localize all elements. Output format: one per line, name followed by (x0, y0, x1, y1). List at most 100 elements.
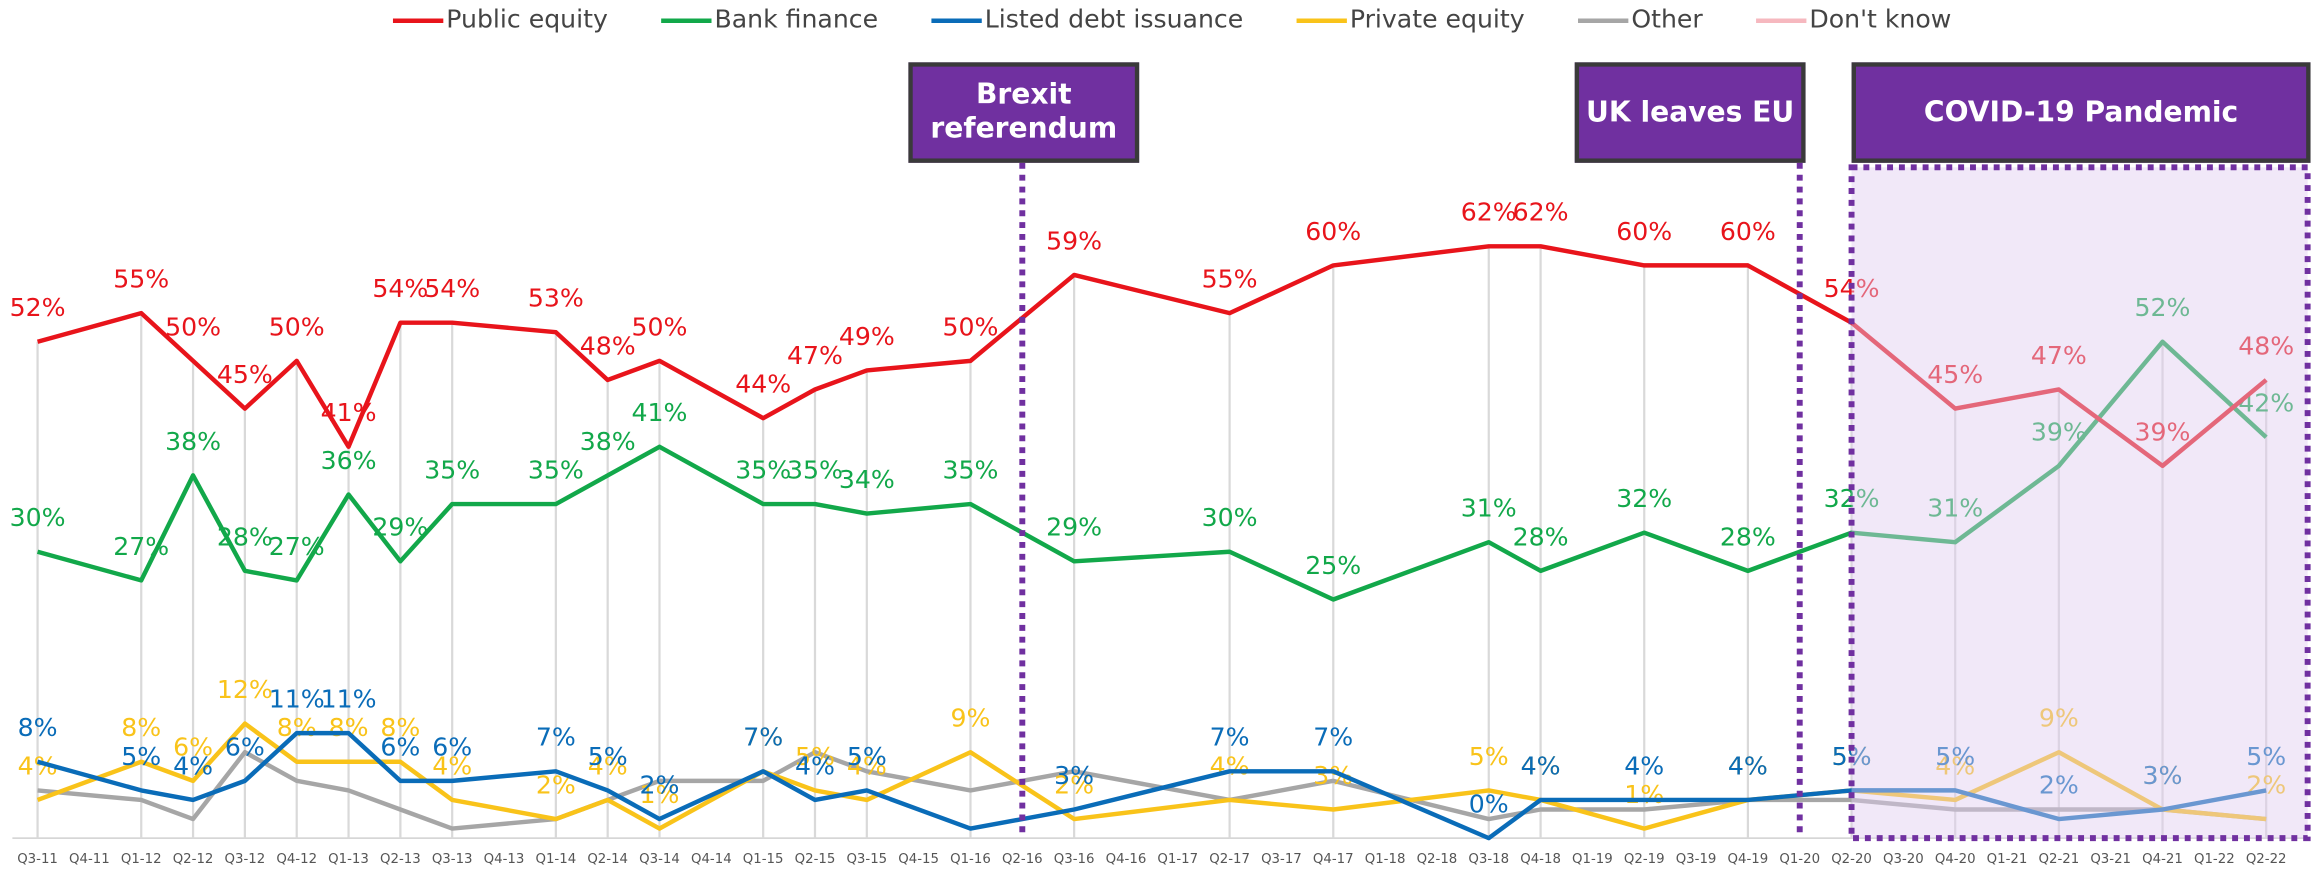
legend-label: Private equity (1350, 5, 1525, 34)
data-label: 35% (735, 455, 791, 484)
x-tick-label: Q1-13 (328, 852, 369, 867)
data-label: 54% (372, 274, 428, 303)
x-tick-label: Q3-12 (225, 852, 266, 867)
data-label: 9% (2039, 704, 2079, 733)
x-tick-label: Q2-13 (380, 852, 421, 867)
event-label-box: Brexit referendum (908, 62, 1140, 163)
data-label: 48% (2238, 331, 2294, 360)
data-label: 38% (165, 427, 221, 456)
data-label: 39% (2135, 417, 2191, 446)
data-label: 8% (121, 713, 161, 742)
x-tick-label: Q2-14 (587, 852, 628, 867)
data-label: 55% (113, 265, 169, 294)
event-label: UK leaves EU (1574, 62, 1806, 163)
x-tick-label: Q2-16 (1002, 852, 1043, 867)
legend-label: Other (1631, 5, 1703, 34)
legend-label: Bank finance (714, 5, 878, 34)
data-label: 62% (1513, 198, 1569, 227)
x-tick-label: Q4-20 (1935, 852, 1976, 867)
data-label: 5% (1935, 742, 1975, 771)
data-label: 6% (432, 732, 472, 761)
data-label: 11% (269, 685, 325, 714)
data-label: 27% (269, 532, 325, 561)
legend-label: Public equity (446, 5, 608, 34)
data-label: 35% (528, 455, 584, 484)
data-label: 28% (1720, 522, 1776, 551)
data-label: 8% (277, 713, 317, 742)
data-label: 27% (113, 532, 169, 561)
data-label: 3% (1054, 761, 1094, 790)
legend-label: Listed debt issuance (985, 5, 1244, 34)
data-label: 60% (1305, 217, 1361, 246)
x-tick-label: Q4-21 (2142, 852, 2183, 867)
x-tick-label: Q3-18 (1468, 852, 1509, 867)
data-label: 1% (640, 780, 680, 809)
event-region (1848, 164, 2311, 842)
x-tick-label: Q1-17 (1157, 852, 1198, 867)
data-label: 4% (1935, 751, 1975, 780)
x-tick-label: Q1-12 (121, 852, 162, 867)
x-tick-label: Q1-19 (1572, 852, 1613, 867)
x-tick-label: Q2-22 (2246, 852, 2287, 867)
x-tick-label: Q3-20 (1883, 852, 1924, 867)
data-label: 8% (380, 713, 420, 742)
data-label: 4% (173, 751, 213, 780)
data-label: 5% (1469, 742, 1509, 771)
x-tick-label: Q3-15 (846, 852, 887, 867)
x-tick-label: Q3-13 (432, 852, 473, 867)
data-label: 25% (1305, 551, 1361, 580)
data-label: 41% (632, 398, 688, 427)
x-tick-label: Q4-11 (69, 852, 110, 867)
data-label: 35% (943, 455, 999, 484)
x-tick-label: Q2-15 (795, 852, 836, 867)
data-label: 5% (121, 742, 161, 771)
data-label: 28% (1513, 522, 1569, 551)
data-label: 6% (225, 732, 265, 761)
series-line (36, 730, 2267, 841)
data-label: 4% (1728, 751, 1768, 780)
data-label: 53% (528, 284, 584, 313)
data-label: 4% (1728, 751, 1768, 780)
x-tick-label: Q1-16 (950, 852, 991, 867)
data-label: 32% (1616, 484, 1672, 513)
data-label: 6% (173, 732, 213, 761)
x-tick-label: Q1-20 (1779, 852, 1820, 867)
series-line (36, 339, 2268, 602)
data-label: 29% (372, 513, 428, 542)
event-label: Brexit referendum (908, 62, 1140, 163)
data-label: 47% (787, 341, 843, 370)
data-label: 12% (217, 675, 273, 704)
series-line (37, 750, 2267, 831)
data-label: 38% (580, 427, 636, 456)
data-label: 35% (787, 455, 843, 484)
data-label: 31% (1927, 494, 1983, 523)
data-label: 4% (795, 751, 835, 780)
data-label: 39% (2031, 417, 2087, 446)
x-tick-label: Q2-17 (1209, 852, 1250, 867)
x-tick-label: Q3-14 (639, 852, 680, 867)
data-label: 5% (2246, 742, 2286, 771)
x-tick-label: Q3-17 (1261, 852, 1302, 867)
data-label: 47% (2031, 341, 2087, 370)
data-label: 50% (165, 312, 221, 341)
x-tick-label: Q3-21 (2090, 852, 2131, 867)
data-label: 62% (1461, 198, 1517, 227)
data-label: 44% (735, 370, 791, 399)
data-label: 7% (743, 723, 783, 752)
x-tick-label: Q4-12 (276, 852, 317, 867)
data-label: 4% (432, 751, 472, 780)
event-label-box: COVID-19 Pandemic (1851, 62, 2311, 163)
x-tick-label: Q2-12 (173, 852, 214, 867)
x-tick-label: Q2-21 (2039, 852, 2080, 867)
data-label: 4% (1521, 751, 1561, 780)
x-tick-label: Q3-19 (1676, 852, 1717, 867)
data-label: 8% (329, 713, 369, 742)
data-label: 4% (1521, 751, 1561, 780)
x-tick-label: Q4-16 (1106, 852, 1147, 867)
x-tick-label: Q2-18 (1417, 852, 1458, 867)
data-label: 5% (847, 742, 887, 771)
data-label: 5% (795, 742, 835, 771)
data-label: 34% (839, 465, 895, 494)
x-tick-label: Q4-14 (691, 852, 732, 867)
